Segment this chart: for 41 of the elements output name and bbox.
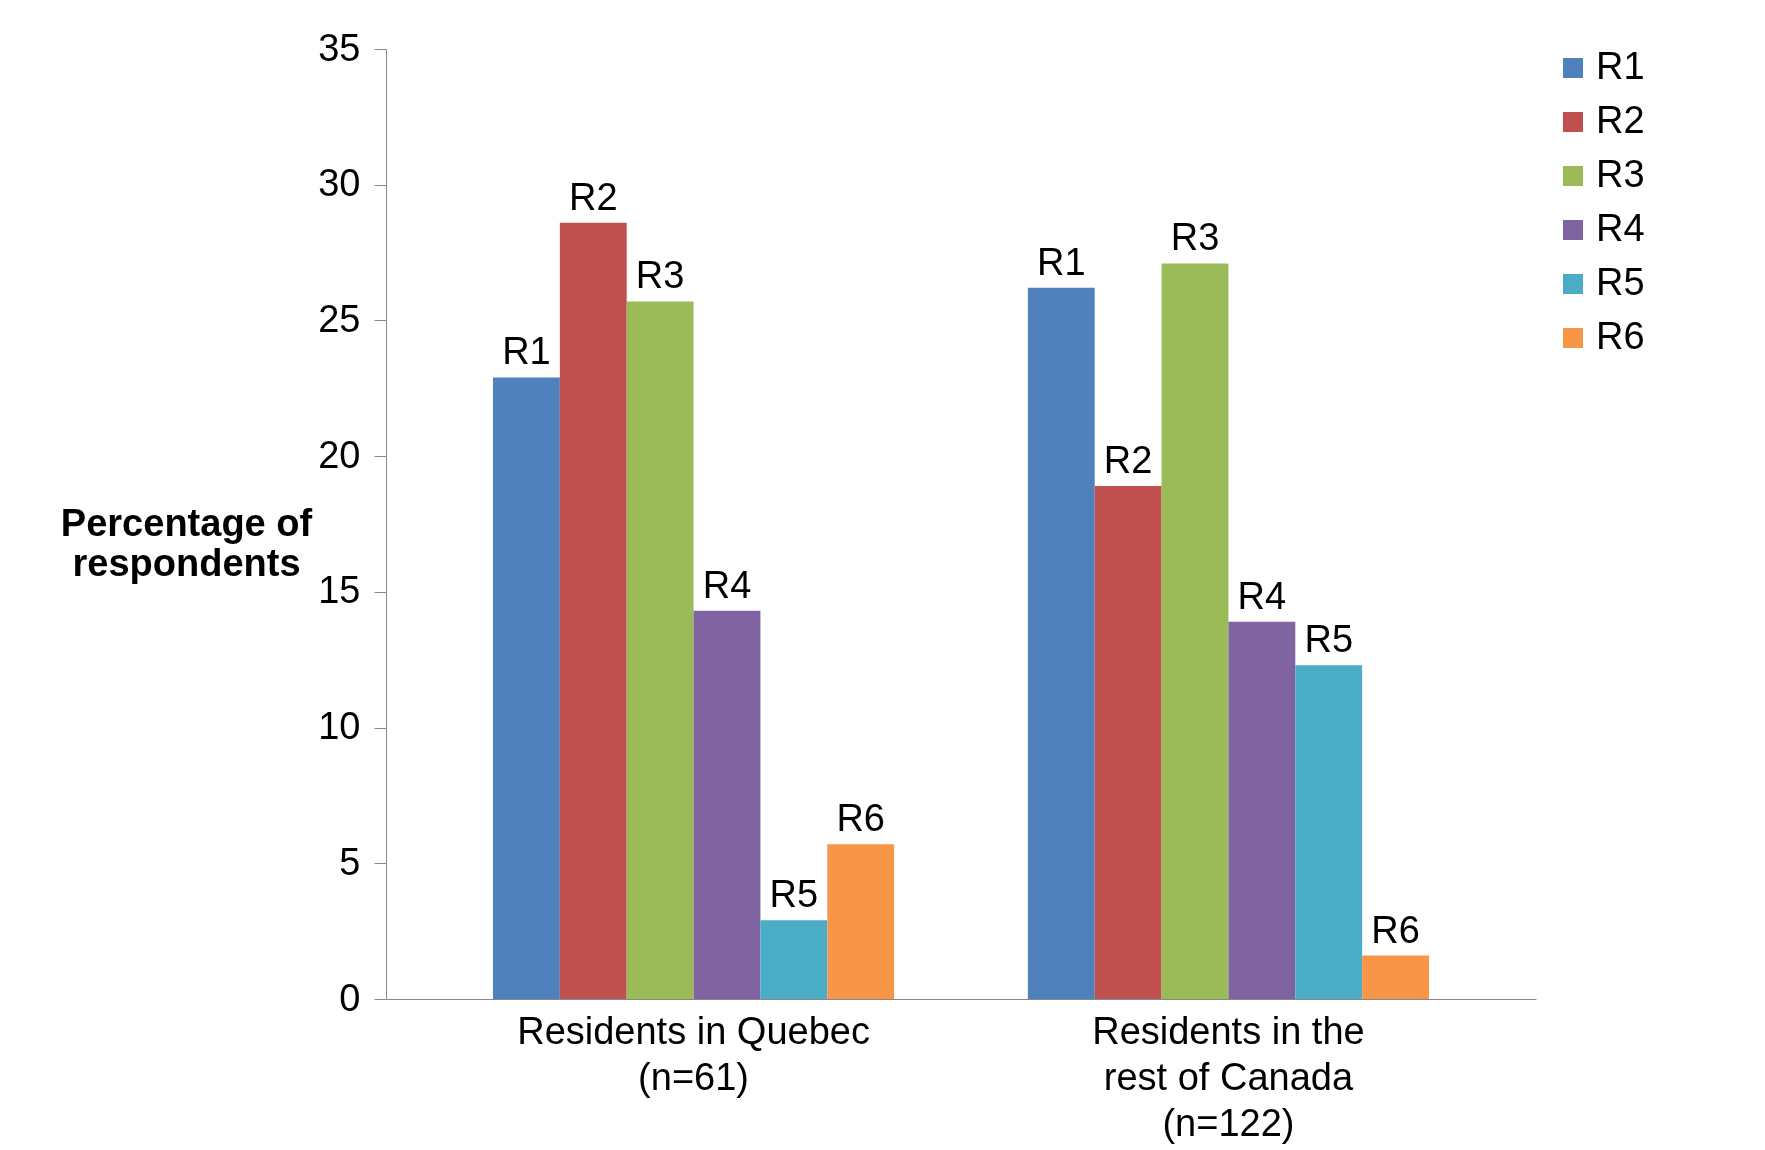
text: R1 — [1037, 240, 1086, 283]
bar — [626, 301, 694, 999]
legend-label: R3 — [1596, 153, 1645, 195]
y-tick-label: 0 — [339, 976, 361, 1019]
y-tick-label: 15 — [318, 569, 361, 612]
bar — [1161, 263, 1229, 999]
bar — [827, 844, 895, 999]
legend-label: R4 — [1596, 207, 1645, 249]
bar — [1295, 665, 1363, 999]
x-tick-label: Residents in Quebec (n=61) — [517, 1009, 870, 1098]
text: R3 — [635, 254, 685, 297]
text: R2 — [568, 175, 618, 218]
text: R4 — [1237, 574, 1287, 617]
text: R6 — [836, 797, 885, 840]
legend-label: R5 — [1596, 261, 1645, 303]
text: R2 — [1103, 439, 1153, 481]
bar — [1094, 486, 1162, 999]
y-tick-label: 5 — [339, 840, 361, 883]
y-tick-label: 35 — [318, 26, 361, 69]
legend-label: R1 — [1596, 45, 1645, 87]
y-tick-label: 20 — [318, 433, 361, 476]
text: R4 — [702, 563, 752, 606]
bar — [1362, 955, 1430, 999]
bar — [559, 222, 627, 999]
text: R5 — [769, 873, 819, 916]
bar — [1027, 287, 1095, 999]
bar — [492, 377, 560, 999]
bar — [693, 610, 761, 999]
x-tick-label: Residents in the rest of Canada (n=122) — [1092, 1009, 1365, 1144]
text: R6 — [1371, 908, 1420, 951]
text: R1 — [502, 330, 551, 373]
y-axis-title: Percentage of respondents — [60, 501, 313, 584]
bar — [1228, 621, 1296, 999]
y-tick-label: 25 — [318, 297, 361, 340]
bar — [760, 920, 828, 999]
text: R5 — [1304, 618, 1354, 661]
y-tick-label: 30 — [318, 162, 361, 205]
legend-label: R2 — [1596, 99, 1645, 141]
y-tick-label: 10 — [318, 705, 361, 748]
text: R3 — [1170, 216, 1220, 259]
legend-label: R6 — [1596, 315, 1645, 357]
